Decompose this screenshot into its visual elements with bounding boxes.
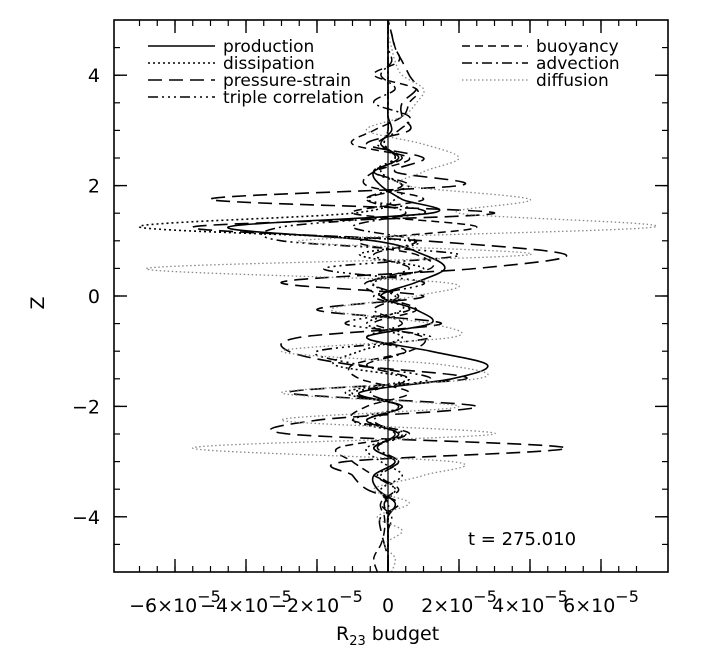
x-axis-ticks: −6×10−5−4×10−5−2×10−5 0 2×10−54×10−56×10−5 [129, 20, 639, 617]
x-tick-label: 0 [382, 595, 394, 617]
x-tick-label: 4×10−5 [492, 587, 568, 617]
y-tick-label: 4 [88, 65, 100, 87]
x-tick-exponent: −5 [544, 587, 568, 606]
series-line-advection [351, 20, 418, 573]
x-tick-mantissa: −4×10 [200, 595, 268, 617]
x-tick-mantissa: 6×10 [563, 595, 615, 617]
y-tick-label: 2 [88, 176, 100, 198]
y-axis-title: Z [27, 296, 49, 309]
legend-label-dissipation: dissipation [223, 54, 315, 74]
x-tick-mantissa: 0 [382, 595, 394, 617]
x-tick-exponent: −5 [339, 587, 363, 606]
legend-label-pressure-strain: pressure-strain [223, 71, 351, 91]
x-axis-title-main: R [336, 623, 349, 645]
x-axis-title-rest: budget [366, 623, 439, 645]
time-annotation: t = 275.010 [468, 529, 576, 550]
series-line-diffusion [145, 19, 658, 573]
x-tick-mantissa: −2×10 [271, 595, 339, 617]
x-tick-label: 6×10−5 [563, 587, 639, 617]
x-axis-title: R23 budget [336, 623, 439, 649]
x-tick-label: −6×10−5 [129, 587, 221, 617]
series-line-buoyancy [334, 19, 478, 573]
y-tick-label: 0 [88, 286, 100, 308]
x-tick-label: 2×10−5 [421, 587, 497, 617]
x-tick-exponent: −5 [615, 587, 639, 606]
y-axis-ticks: 4 2 0 −2 −4 [72, 46, 668, 546]
x-tick-mantissa: 2×10 [421, 595, 473, 617]
x-tick-exponent: −5 [197, 587, 221, 606]
legend: productiondissipationpressure-straintrip… [148, 37, 620, 108]
x-tick-mantissa: 4×10 [492, 595, 544, 617]
legend-label-diffusion: diffusion [536, 71, 609, 91]
x-tick-exponent: −5 [268, 587, 292, 606]
legend-label-production: production [223, 37, 314, 57]
series-line-pressure-strain [191, 19, 568, 573]
x-axis-title-subscript: 23 [349, 634, 366, 649]
legend-label-advection: advection [536, 54, 620, 74]
x-tick-label: −2×10−5 [271, 587, 363, 617]
x-tick-exponent: −5 [473, 587, 497, 606]
x-tick-mantissa: −6×10 [129, 595, 197, 617]
x-tick-label: −4×10−5 [200, 587, 292, 617]
y-tick-label: −4 [72, 507, 100, 529]
legend-label-triple-correlation: triple correlation [223, 88, 364, 108]
legend-label-buoyancy: buoyancy [536, 37, 619, 57]
y-tick-label: −2 [72, 396, 100, 418]
